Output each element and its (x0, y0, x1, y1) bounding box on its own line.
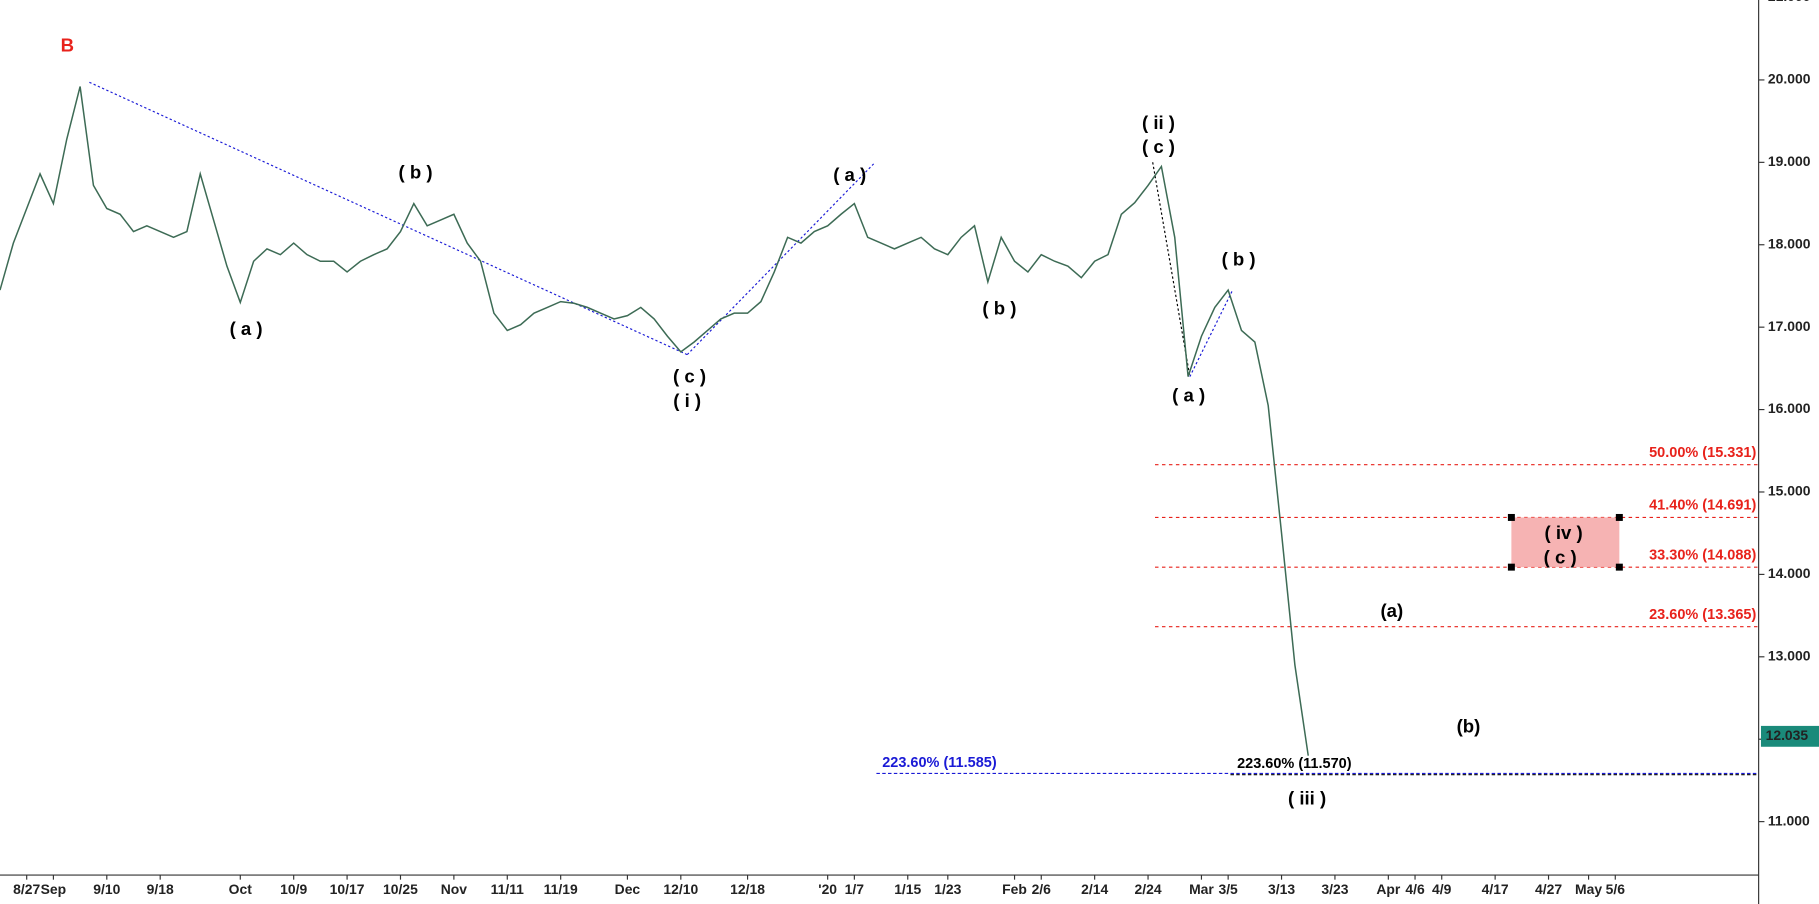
x-tick-label: 1/7 (845, 881, 865, 897)
x-tick-label: 4/9 (1432, 881, 1452, 897)
x-tick-label: 5/6 (1606, 881, 1626, 897)
y-tick-label: 21.000 (1768, 0, 1811, 4)
wave-label: (b) (1457, 716, 1481, 737)
x-tick-label: 11/19 (544, 881, 578, 897)
x-tick-label: 10/9 (280, 881, 307, 897)
target-zone (1511, 517, 1620, 568)
x-tick-label: 12/10 (663, 881, 698, 897)
wave-label: B (61, 34, 74, 55)
x-tick-label: 4/17 (1482, 881, 1509, 897)
x-tick-label: 10/17 (330, 881, 365, 897)
y-tick-label: 20.000 (1768, 71, 1811, 87)
x-tick-label: Sep (41, 881, 67, 897)
trend-line (1189, 289, 1234, 377)
x-tick-label: 8/27 (13, 881, 40, 897)
fib-label: 23.60% (13.365) (1649, 607, 1756, 623)
price-line (0, 86, 1309, 756)
x-tick-label: '20 (818, 881, 837, 897)
wave-label: ( a ) (833, 164, 866, 185)
x-tick-label: 9/18 (147, 881, 174, 897)
wave-label: ( a ) (230, 318, 263, 339)
wave-label: ( c ) (673, 366, 706, 387)
zone-handle (1615, 513, 1623, 521)
x-tick-label: 4/27 (1535, 881, 1562, 897)
x-tick-label: 3/23 (1321, 881, 1348, 897)
x-tick-label: 10/25 (383, 881, 418, 897)
wave-label: ( a ) (1172, 384, 1205, 405)
y-tick-label: 17.000 (1768, 318, 1811, 334)
x-tick-label: Mar (1189, 881, 1214, 897)
wave-label: ( iii ) (1288, 788, 1326, 809)
wave-label: ( c ) (1544, 547, 1577, 568)
x-tick-label: 11/11 (491, 881, 525, 897)
x-tick-label: 4/6 (1405, 881, 1425, 897)
x-tick-label: Oct (229, 881, 253, 897)
plot: 50.00% (15.331) 41.40% (14.691) 33.30% (14… (0, 34, 1759, 809)
x-tick-label: Dec (615, 881, 641, 897)
wave-label: ( b ) (1222, 249, 1256, 270)
wave-label: ( c ) (1142, 136, 1175, 157)
x-tick-label: Feb (1002, 881, 1027, 897)
fib-label: 41.40% (14.691) (1649, 498, 1756, 514)
zone-handle (1507, 513, 1515, 521)
x-tick-label: 12/18 (730, 881, 765, 897)
x-tick-label: 9/10 (93, 881, 120, 897)
wave-label: ( b ) (399, 162, 433, 183)
extension-label: 223.60% (11.585) (882, 755, 997, 771)
y-tick-label: 14.000 (1768, 565, 1811, 581)
x-tick-label: May (1575, 881, 1602, 897)
x-tick-label: Nov (441, 881, 468, 897)
x-tick-label: 2/24 (1134, 881, 1161, 897)
trend-line (1152, 162, 1191, 377)
price-tag-label: 12.035 (1766, 727, 1809, 743)
extension-label: 223.60% (11.570) (1237, 756, 1352, 772)
x-tick-label: 2/6 (1032, 881, 1052, 897)
wave-label: ( b ) (982, 297, 1016, 318)
x-tick-label: 1/15 (894, 881, 921, 897)
wave-label: (a) (1380, 600, 1403, 621)
price-tag (1760, 725, 1819, 747)
x-tick-label: 2/14 (1081, 881, 1108, 897)
x-tick-label: 1/23 (934, 881, 961, 897)
x-tick-label: 3/5 (1218, 881, 1238, 897)
y-tick-label: 11.000 (1768, 812, 1810, 828)
zone-handle (1615, 563, 1623, 571)
x-tick-label: 3/13 (1268, 881, 1295, 897)
wave-label: ( i ) (673, 390, 701, 411)
zone-handle (1507, 563, 1515, 571)
fib-label: 50.00% (15.331) (1649, 445, 1756, 461)
y-tick-label: 16.000 (1768, 400, 1811, 416)
y-tick-label: 13.000 (1768, 647, 1811, 663)
wave-label: ( ii ) (1142, 112, 1175, 133)
y-tick-label: 15.000 (1768, 483, 1811, 499)
y-tick-label: 19.000 (1768, 153, 1811, 169)
x-tick-label: Apr (1376, 881, 1401, 897)
trend-line (686, 163, 875, 356)
fib-label: 33.30% (14.088) (1649, 547, 1756, 563)
y-tick-label: 18.000 (1768, 235, 1811, 251)
wave-label: ( iv ) (1545, 522, 1583, 543)
